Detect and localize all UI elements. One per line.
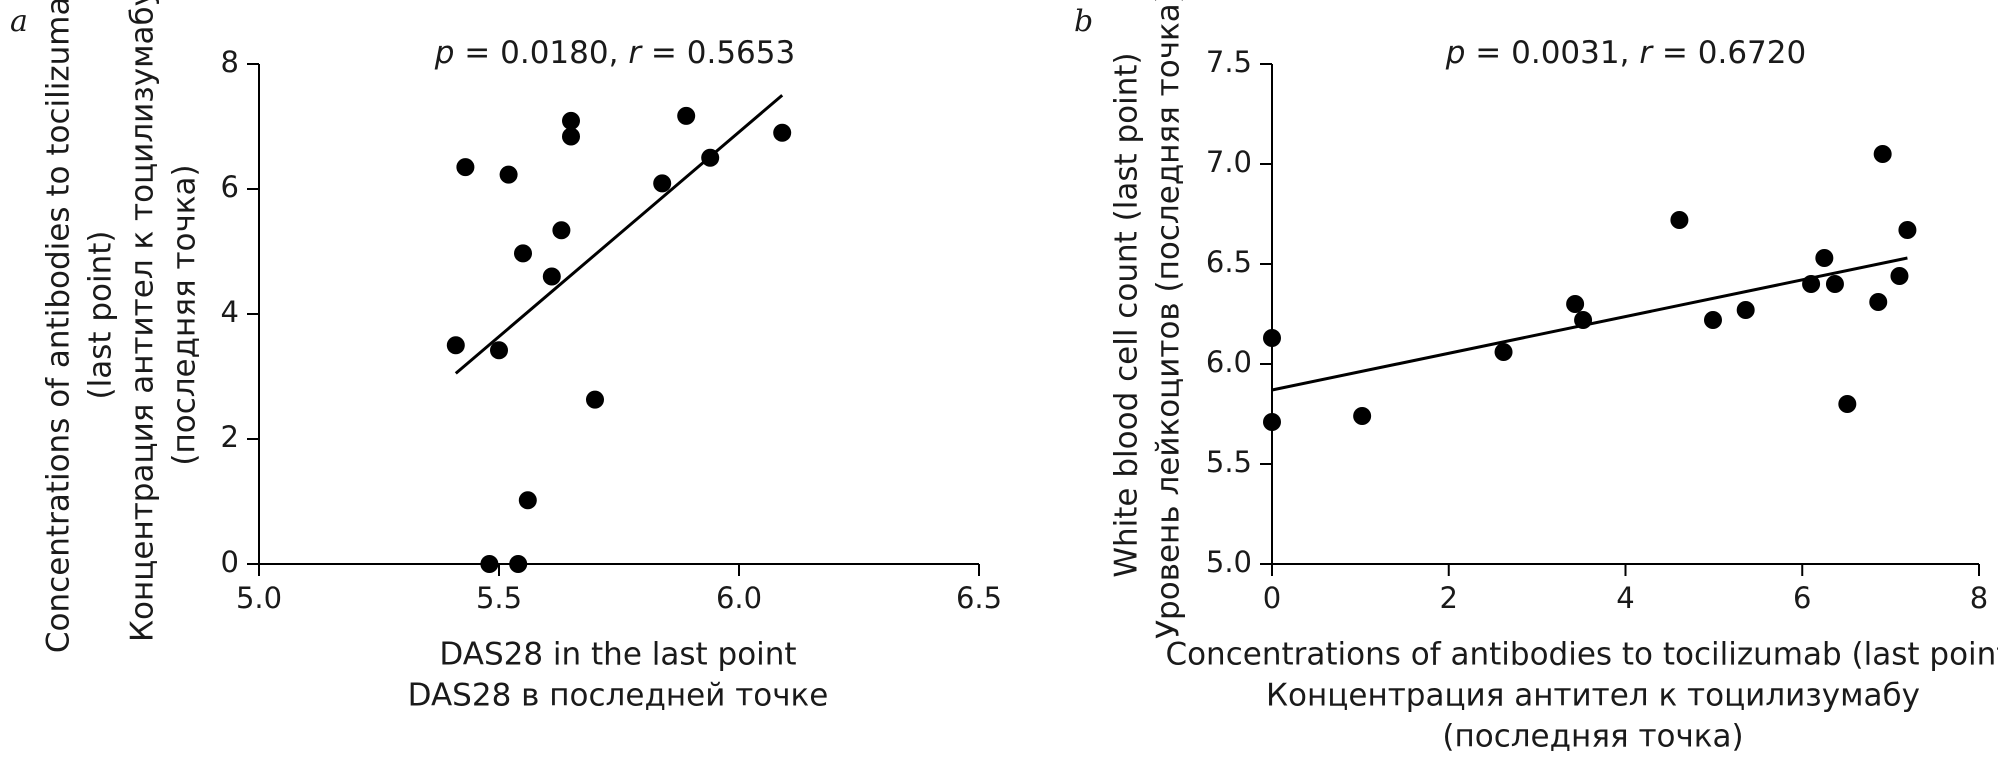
y-tick-label: 5.0 [1206,545,1252,579]
y-tick-label: 7.5 [1206,45,1252,79]
x-tick-label: 4 [1616,581,1634,615]
y-tick-label: 2 [221,420,239,454]
data-point [562,111,580,130]
y-tick-label: 8 [221,45,239,79]
data-point [518,491,537,510]
data-point [542,267,561,286]
y-axis-label: (последняя точка) [167,164,203,465]
data-point [1736,301,1755,319]
panel-label: b [1074,4,1093,39]
data-point [1670,211,1689,229]
data-point [562,127,580,146]
regression-line [454,94,784,375]
data-point [1494,343,1513,361]
data-point [677,106,696,125]
y-axis-label: (last point) [83,230,119,399]
panel-label: a [10,4,28,39]
data-point [1898,221,1917,239]
data-point [1873,145,1892,163]
y-tick-label: 0 [221,545,239,579]
data-point [490,341,508,360]
x-axis-label: (последняя точка) [1442,719,1743,755]
x-tick-label: 6 [1793,581,1811,615]
data-point [1263,413,1281,431]
y-tick-label: 6.5 [1206,245,1252,279]
data-point [1353,407,1372,425]
data-point [480,555,499,573]
y-tick-label: 6.0 [1206,345,1252,379]
y-tick-label: 7.0 [1206,145,1252,179]
data-point [499,165,518,184]
y-axis-label: Уровень лейкоцитов (последняя точка) [1151,0,1187,639]
stats-annotation: p = 0.0031, r = 0.6720 [1445,35,1806,71]
x-tick-label: 5.0 [236,581,282,615]
y-axis-label: Концентрация антител к тоцилизумабу [125,0,161,642]
x-axis-label: DAS28 in the last point [439,637,796,673]
stats-annotation: p = 0.0180, r = 0.5653 [434,35,795,71]
data-point [1890,267,1909,285]
y-axis-label: Concentrations of antibodies to tocilizu… [41,0,77,653]
x-tick-label: 5.5 [476,581,522,615]
data-point [456,158,475,177]
data-point [773,123,792,142]
data-point [1815,249,1834,267]
data-point [552,221,571,240]
y-axis-label: White blood cell count (last point) [1109,52,1145,577]
x-tick-label: 0 [1263,581,1281,615]
x-axis-label: Концентрация антител к тоцилизумабу [1266,678,1920,714]
y-tick-label: 6 [221,170,239,204]
x-tick-label: 6.5 [956,581,1002,615]
data-point [1566,295,1585,313]
x-tick-label: 2 [1440,581,1458,615]
y-tick-label: 4 [221,295,239,329]
data-point [1703,311,1722,329]
regression-line [1271,256,1908,392]
data-point [653,174,672,193]
x-tick-label: 8 [1970,581,1988,615]
x-tick-label: 6.0 [716,581,762,615]
data-point [509,555,528,573]
x-axis-label: DAS28 в последней точке [408,678,829,714]
data-point [586,390,604,409]
data-point [1825,275,1844,293]
x-axis-label: Concentrations of antibodies to tocilizu… [1165,637,1998,673]
data-point [514,244,532,263]
data-point [1869,293,1888,311]
data-point [1263,329,1281,347]
y-tick-label: 5.5 [1206,445,1252,479]
data-point [446,336,465,355]
data-point [1838,395,1857,413]
